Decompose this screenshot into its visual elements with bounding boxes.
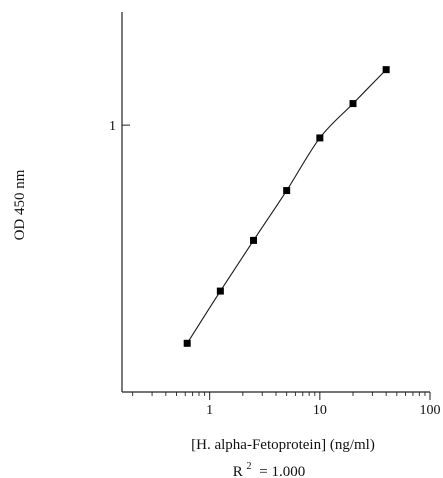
data-point-marker (382, 66, 390, 74)
y-major-ticks: 1 (109, 119, 130, 134)
r-squared-label: R 2 = 1.000 (233, 457, 305, 478)
y-tick-label: 1 (109, 119, 116, 134)
data-point-marker (183, 339, 191, 347)
x-tick-label: 100 (420, 403, 441, 418)
data-point-marker (316, 134, 324, 142)
data-point-marker (216, 287, 224, 295)
data-points (183, 66, 390, 347)
r-superscript: 2 (247, 461, 252, 472)
y-axis-label: OD 450 nm (12, 169, 28, 240)
r-value: = 1.000 (259, 464, 305, 478)
x-tick-label: 10 (313, 403, 327, 418)
x-major-ticks: 1 10 100 (206, 392, 441, 418)
data-point-marker (349, 100, 357, 108)
x-minor-ticks (132, 392, 426, 396)
fit-curve (186, 69, 387, 344)
data-point-marker (250, 236, 258, 244)
x-tick-label: 1 (206, 403, 213, 418)
x-axis-label: [H. alpha-Fetoprotein] (ng/ml) (191, 437, 375, 453)
r-label: R (233, 464, 243, 478)
data-point-marker (283, 187, 291, 195)
